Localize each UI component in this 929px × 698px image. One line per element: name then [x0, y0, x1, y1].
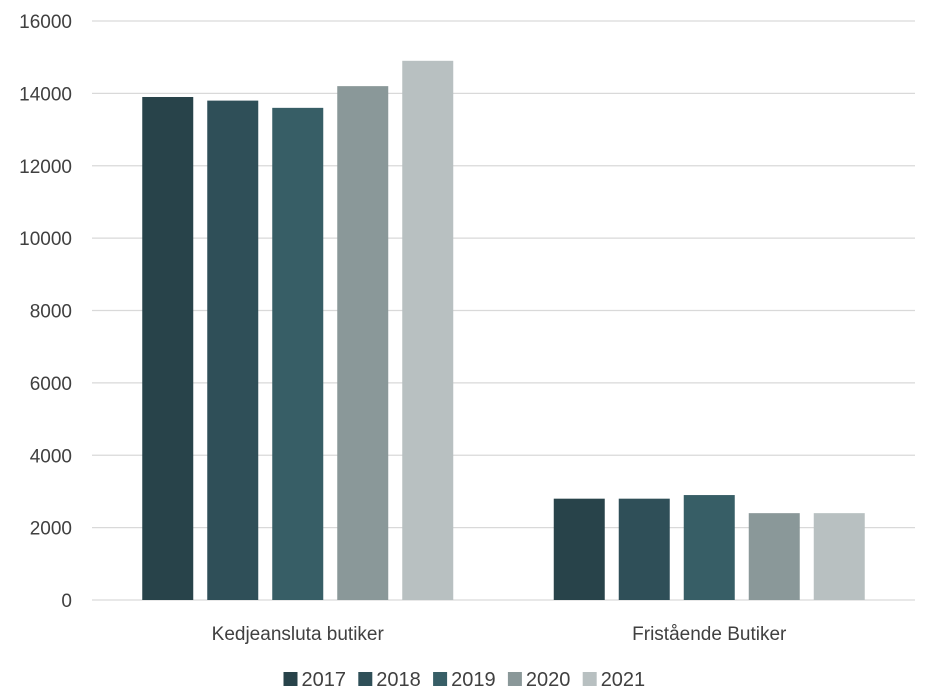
- y-axis-ticks: 0 2000 4000 6000 8000 10000 12000 14000 16000: [19, 12, 72, 612]
- y-tick-label: 4000: [30, 446, 72, 467]
- bar-2021: [813, 513, 865, 600]
- y-tick-label: 8000: [30, 302, 72, 323]
- y-tick-label: 16000: [19, 12, 72, 33]
- legend: 2017 2018 2019 2020 2021: [283, 669, 646, 691]
- bar-2021: [402, 60, 454, 600]
- legend-label: 2021: [601, 669, 646, 691]
- legend-label: 2018: [376, 669, 421, 691]
- legend-swatch: [358, 672, 373, 686]
- bar-2017: [553, 498, 605, 600]
- category-label: Kedjeansluta butiker: [212, 624, 385, 645]
- legend-swatch: [582, 672, 597, 686]
- y-tick-label: 0: [61, 591, 72, 612]
- bar-2020: [337, 86, 389, 600]
- y-tick-label: 2000: [30, 519, 72, 540]
- legend-swatch: [507, 672, 522, 686]
- bar-2018: [207, 100, 259, 601]
- bar-2017: [142, 96, 194, 601]
- bar-2018: [618, 498, 670, 600]
- legend-label: 2017: [302, 669, 347, 691]
- legend-swatch: [283, 672, 298, 686]
- y-tick-label: 12000: [19, 157, 72, 178]
- bar-2019: [683, 495, 735, 600]
- bar-2020: [748, 513, 800, 600]
- category-label: Fristående Butiker: [632, 624, 787, 645]
- x-axis-categories: Kedjeansluta butiker Fristående Butiker: [212, 624, 787, 645]
- legend-label: 2020: [526, 669, 571, 691]
- y-tick-label: 6000: [30, 374, 72, 395]
- legend-swatch: [433, 672, 448, 686]
- bars: [142, 60, 865, 601]
- y-tick-label: 10000: [19, 229, 72, 250]
- bar-2019: [272, 107, 324, 600]
- legend-label: 2019: [451, 669, 496, 691]
- y-tick-label: 14000: [19, 84, 72, 105]
